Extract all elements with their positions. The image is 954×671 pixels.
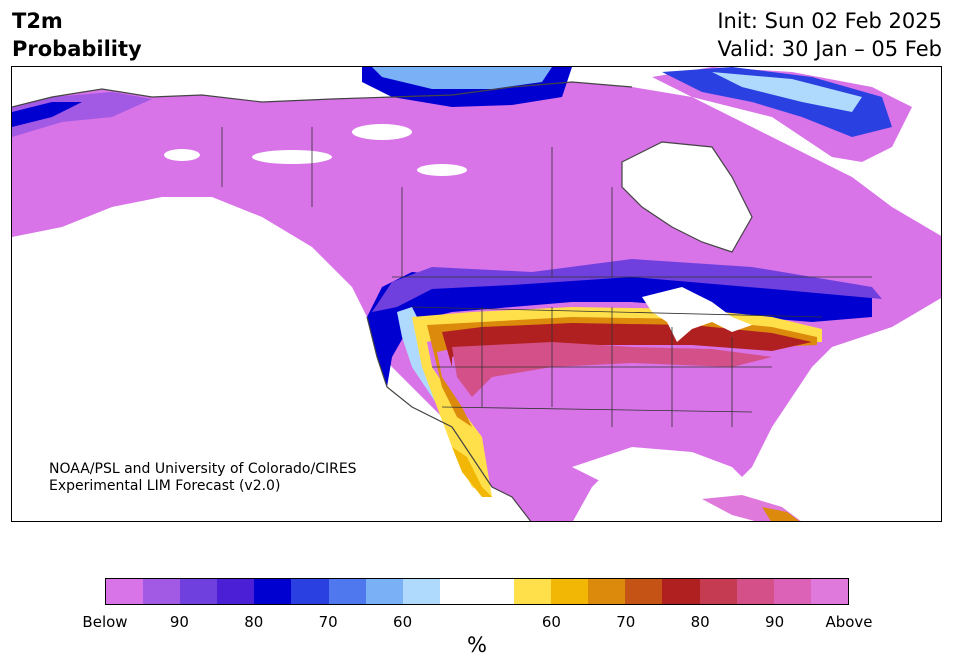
colorbar-segment	[180, 579, 218, 604]
greenland-cold-band	[662, 67, 892, 137]
colorbar-segment	[328, 579, 366, 604]
neutral-patch	[164, 149, 200, 161]
colorbar-tick-label: 80	[244, 613, 264, 631]
title-variable: T2m	[12, 9, 63, 33]
map-panel	[11, 66, 942, 522]
colorbar-segment	[143, 579, 181, 604]
credit-line2: Experimental LIM Forecast (v2.0)	[49, 478, 281, 494]
neutral-patch	[352, 124, 412, 140]
warm-belt-strong	[442, 323, 812, 367]
colorbar-segment	[514, 579, 552, 604]
caribbean-warm	[762, 507, 800, 521]
colorbar-segment	[551, 579, 589, 604]
colorbar-tick-label: Below	[82, 613, 128, 631]
gulf-of-mexico	[572, 447, 752, 507]
colorbar-segment	[588, 579, 626, 604]
colorbar-segment	[217, 579, 255, 604]
colorbar-tick-label: 70	[616, 613, 636, 631]
colorbar-tick-label: 60	[393, 613, 413, 631]
colorbar-segment	[476, 579, 515, 604]
init-date: Init: Sun 02 Feb 2025	[717, 9, 942, 33]
border-cold-band-mid	[372, 259, 882, 312]
warm-belt-mid	[427, 317, 817, 427]
baja-warm	[452, 447, 492, 497]
colorbar-segment	[291, 579, 329, 604]
colorbar-segment	[662, 579, 700, 604]
colorbar-segment	[736, 579, 774, 604]
neutral-patch	[252, 150, 332, 164]
colorbar-tick-label: 60	[541, 613, 561, 631]
hudson-bay	[622, 142, 752, 252]
colorbar-tick-label: 70	[318, 613, 338, 631]
arctic-cold-band-light	[372, 67, 552, 89]
alaska-cold-strong	[12, 102, 82, 127]
coastline	[12, 81, 753, 521]
colorbar-tick-label: 90	[765, 613, 785, 631]
colorbar-segment	[810, 579, 848, 604]
colorbar-segment	[773, 579, 811, 604]
great-lakes	[642, 287, 752, 342]
colorbar-segment	[365, 579, 403, 604]
title-kind: Probability	[12, 37, 142, 61]
colorbar-segment	[106, 579, 144, 604]
border-cold-band	[367, 267, 872, 387]
forecast-dates: Init: Sun 02 Feb 2025 Valid: 30 Jan – 05…	[717, 7, 942, 63]
colorbar-segment	[439, 579, 477, 604]
colorbar-segment	[625, 579, 663, 604]
greenland-cold-band-light	[712, 72, 862, 112]
map-credit: NOAA/PSL and University of Colorado/CIRE…	[49, 461, 357, 495]
colorbar-tick-label: 80	[690, 613, 710, 631]
colorbar	[105, 578, 849, 605]
map-title: T2m Probability	[12, 7, 142, 63]
warm-high-core	[452, 342, 772, 397]
colorbar-segment	[402, 579, 440, 604]
colorbar-segment	[254, 579, 292, 604]
colorbar-unit: %	[467, 633, 487, 657]
colorbar-tick-label: 90	[169, 613, 189, 631]
colorbar-segment	[699, 579, 737, 604]
probability-map	[12, 67, 941, 521]
neutral-patch	[417, 164, 467, 176]
colorbar-tick-label: Above	[825, 613, 873, 631]
credit-line1: NOAA/PSL and University of Colorado/CIRE…	[49, 461, 357, 477]
valid-date: Valid: 30 Jan – 05 Feb	[717, 37, 942, 61]
political-borders	[221, 127, 872, 427]
